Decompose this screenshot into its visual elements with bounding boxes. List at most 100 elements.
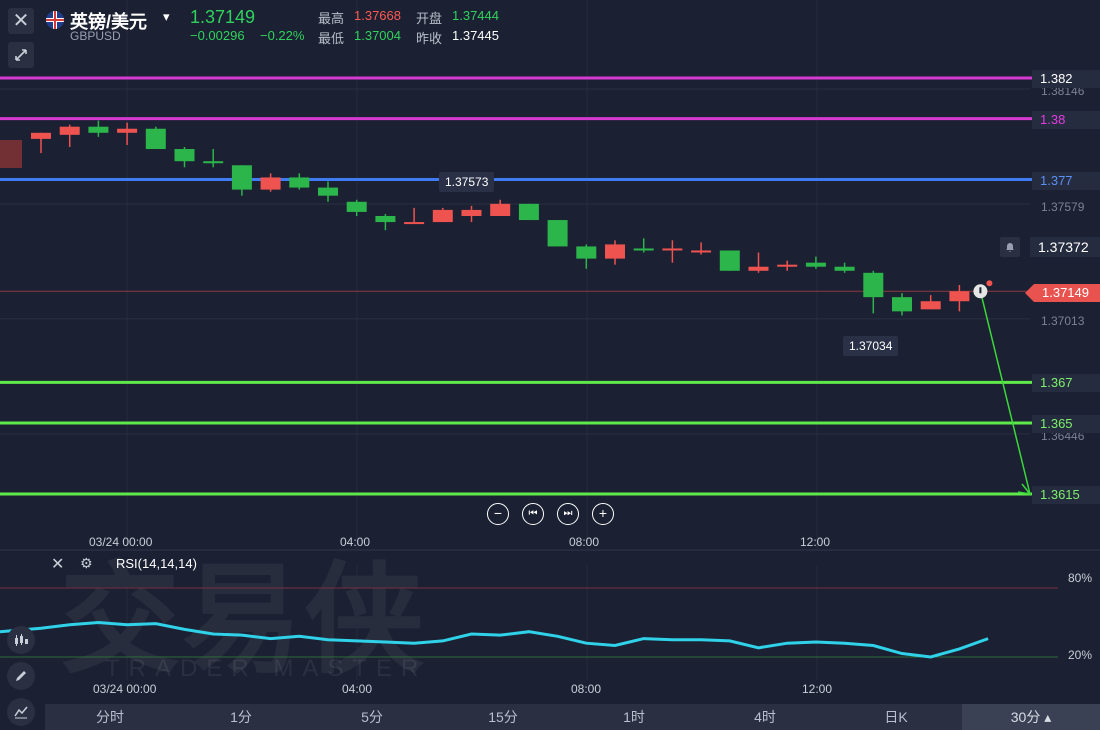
price-alert-button[interactable] [1000,237,1020,257]
candles-layer [0,120,970,316]
candle-body [834,266,855,271]
level-tag-1382[interactable]: 1.382 [1032,70,1100,88]
candle-body [920,301,941,310]
candle-body [59,126,80,135]
candle-body [404,222,425,225]
time-axis-tick: 04:00 [340,535,371,549]
level-tag-138[interactable]: 1.38 [1032,111,1100,129]
price-axis-tick: 1.37013 [1041,314,1085,328]
zoom-out-button[interactable]: − [487,503,509,525]
candle-body [719,250,740,271]
low-annotation: 1.37034 [843,336,899,356]
rsi-settings-button[interactable]: ⚙ [80,555,93,572]
rsi-label: RSI(14,14,14) [116,556,197,571]
level-tag-1367[interactable]: 1.367 [1032,374,1100,392]
grid-layer [0,0,1100,680]
price-change-pct: −0.22% [260,28,305,43]
stat-high-value: 1.37668 [354,8,401,23]
candle-body [605,244,625,259]
rsi-level-80: 80% [1067,571,1092,585]
stat-prev-close-value: 1.37445 [452,28,499,43]
signal-dot [986,280,993,287]
collapse-icon [15,49,27,61]
scroll-end-button[interactable]: ⏭ [557,503,579,525]
symbol-name[interactable]: 英镑/美元 [70,12,148,32]
pencil-icon [16,671,26,681]
candle-body [633,248,654,251]
candle-body [145,128,166,150]
candle-body [662,248,683,251]
overlay-layer [973,280,1032,496]
high-annotation: 1.37573 [439,172,495,192]
indicator-icon [15,634,28,646]
candle-body [289,177,310,188]
draw-tool-button[interactable] [7,662,35,690]
candle-body [490,203,511,216]
scroll-start-button[interactable]: ⏮ [522,503,544,525]
tf-4hour[interactable]: 4时 [754,709,776,725]
candle-body [174,149,195,162]
candle-body [748,266,769,271]
zoom-in-button[interactable]: + [592,503,614,525]
tf-1hour[interactable]: 1时 [623,709,645,725]
level-tag-1365[interactable]: 1.365 [1032,415,1100,433]
rsi-time-axis-tick: 12:00 [802,682,833,696]
tf-daily[interactable]: 日K [884,709,908,725]
candle-body [892,297,912,312]
rsi-level-20: 20% [1067,648,1092,662]
stat-low-value: 1.37004 [354,28,401,43]
stat-prev-close-label: 昨收 [416,31,443,46]
tf-tick-chart[interactable]: 分时 [96,709,124,725]
close-button[interactable]: ✕ [8,8,34,34]
candle-body [260,177,281,190]
collapse-button[interactable] [8,42,34,68]
candle-partial [0,140,22,168]
candle-body [691,250,712,253]
candle-body [518,203,539,221]
price-change: −0.00296 [190,28,245,43]
timeframe-bar: 分时 1分 5分 15分 1时 4时 日K 30分 ▴ [45,704,1100,730]
candle-body [461,209,482,216]
current-price-tag: 1.37149 [1025,284,1100,302]
candle-body [949,291,970,302]
candle-body [231,165,252,190]
line-tool-button[interactable] [7,698,35,726]
symbol-dropdown-caret[interactable]: ▾ [163,9,170,24]
rsi-time-axis-tick: 03/24 00:00 [93,682,157,696]
watermark-logo: 交易侠 [60,553,426,687]
uk-flag-icon [46,11,64,29]
projection-arrowhead [1017,483,1032,496]
tf-1min[interactable]: 1分 [230,709,252,725]
candle-body [31,132,51,139]
line-tool-icon [14,706,28,719]
target-tag[interactable]: 1.3615 [1032,486,1100,504]
level-tag-1377[interactable]: 1.377 [1032,172,1100,190]
candle-body [203,161,224,164]
candle-body [375,215,396,223]
reference-price-tag: 1.37372 [1030,237,1100,257]
indicator-tool-button[interactable] [7,626,35,654]
candle-body [777,264,798,267]
gear-icon: ⚙ [80,555,93,571]
candle-body [576,246,597,259]
rsi-time-axis-tick: 04:00 [342,682,373,696]
tf-15min[interactable]: 15分 [488,709,518,725]
last-price: 1.37149 [190,7,256,27]
price-axis-tick: 1.37579 [1041,200,1085,214]
symbol-code: GBPUSD [70,29,121,43]
tf-30min-selected[interactable]: 30分 ▴ [962,704,1100,730]
time-axis-tick: 12:00 [800,535,831,549]
stat-open-label: 开盘 [416,11,443,26]
watermark-subtitle: TRADER MASTER [105,655,428,682]
candle-body [432,209,453,223]
projection-arrow [980,295,1031,495]
candle-body [547,220,568,247]
candle-body [318,187,338,196]
candle-body [863,272,884,298]
rsi-close-button[interactable]: ✕ [51,554,64,574]
time-axis-tick: 03/24 00:00 [89,535,153,549]
stat-high-label: 最高 [318,11,345,26]
tf-5min[interactable]: 5分 [361,709,383,725]
